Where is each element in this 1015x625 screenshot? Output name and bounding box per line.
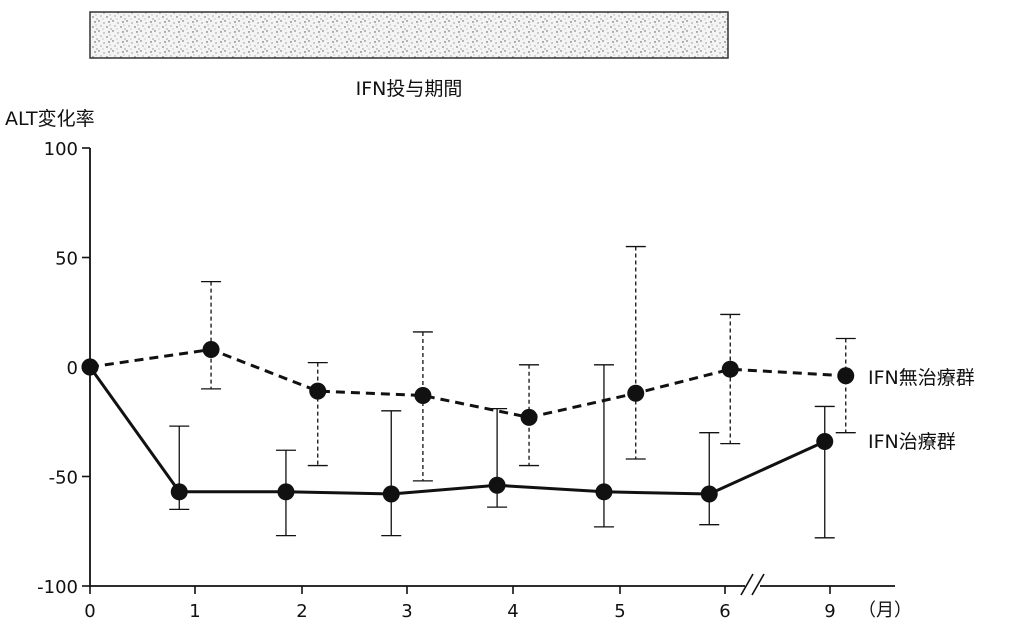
ifn-period-label: IFN投与期間 (356, 78, 463, 100)
data-point (414, 386, 432, 404)
y-tick-label: 100 (44, 139, 78, 160)
y-tick-label: 50 (55, 249, 78, 270)
data-point (488, 476, 506, 494)
x-tick-label: 6 (719, 601, 730, 622)
ifn-period-bar (89, 11, 729, 59)
y-axis-title: ALT変化率 (5, 108, 95, 130)
x-tick-label: 9 (824, 601, 835, 622)
axis-break-mark-1 (740, 573, 754, 596)
series-line (89, 347, 846, 419)
data-point (520, 408, 538, 426)
y-tick-label: 0 (67, 358, 78, 379)
data-point (81, 358, 99, 376)
axes (89, 148, 895, 596)
series-line (88, 366, 826, 496)
data-point (700, 485, 718, 503)
x-tick-label: 1 (189, 601, 200, 622)
series-0 (81, 245, 856, 482)
legend-label-treated: IFN治療群 (868, 431, 956, 453)
data-point (837, 367, 855, 385)
data-point (816, 432, 834, 450)
data-point (170, 483, 188, 501)
x-tick-label: 4 (507, 601, 518, 622)
data-point (721, 360, 739, 378)
data-point (277, 483, 295, 501)
data-point (202, 340, 220, 358)
x-axis-ticks: 0 1 2 3 4 5 6 9 (84, 586, 836, 622)
y-tick-label: -100 (37, 577, 78, 598)
x-tick-label: 5 (614, 601, 625, 622)
data-point (382, 485, 400, 503)
x-tick-label: 2 (296, 601, 307, 622)
legend-label-untreated: IFN無治療群 (868, 367, 975, 389)
y-tick-label: -50 (49, 468, 78, 489)
x-tick-label: 0 (84, 601, 95, 622)
data-point (309, 382, 327, 400)
axis-break-mark-2 (751, 573, 765, 596)
data-point (627, 384, 645, 402)
x-axis-unit: （月） (858, 600, 912, 621)
data-point (595, 483, 613, 501)
series-layer (81, 245, 856, 539)
series-1 (81, 358, 835, 539)
x-tick-label: 3 (401, 601, 412, 622)
y-axis-ticks: 100 50 0 -50 -100 (37, 139, 90, 598)
